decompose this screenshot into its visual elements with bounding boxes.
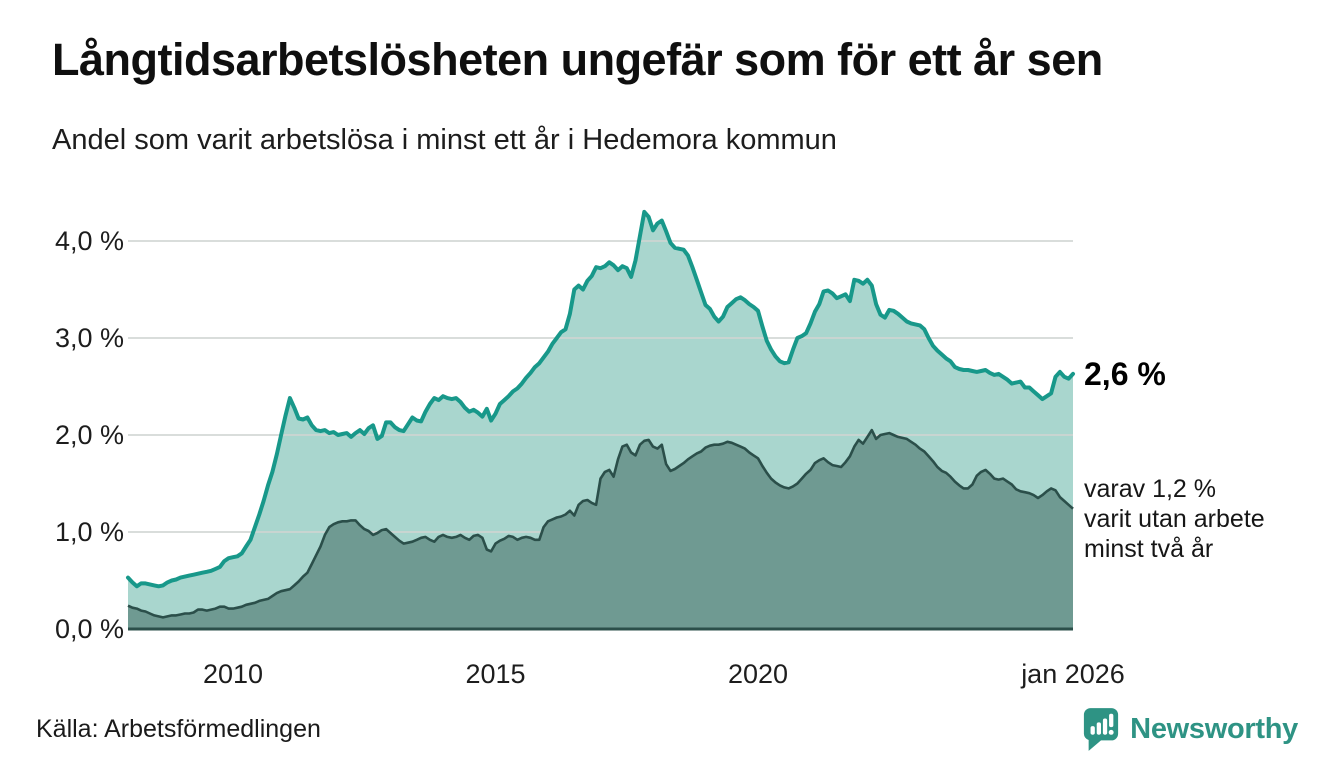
source-caption: Källa: Arbetsförmedlingen <box>36 715 321 743</box>
page-title: Långtidsarbetslösheten ungefär som för e… <box>52 34 1103 85</box>
x-axis-tick-label: 2015 <box>465 659 526 689</box>
x-axis-tick-label: 2020 <box>727 659 789 689</box>
x-axis-tick-label: jan 2026 <box>1021 659 1125 689</box>
total-line <box>126 209 1075 589</box>
speech-bubble-bar-chart-icon <box>1084 708 1119 751</box>
y-axis-tick-label: 0,0 % <box>54 614 124 644</box>
y-axis-tick-label: 1,0 % <box>54 517 124 547</box>
two-year-line <box>127 428 1074 619</box>
y-axis-tick-label: 3,0 % <box>54 323 124 353</box>
annotation-line: varit utan arbete <box>1084 505 1265 533</box>
x-axis-tick-label: 2010 <box>202 659 264 689</box>
annotation-line: minst två år <box>1084 535 1214 563</box>
latest-two-year-annotation: varav 1,2 % varit utan arbete minst två … <box>1084 474 1265 564</box>
latest-total-annotation: 2,6 % <box>1084 356 1166 392</box>
two-year-area-fill <box>128 430 1073 629</box>
newsworthy-logo: Newsworthy <box>1082 706 1298 752</box>
annotation-line: varav 1,2 % <box>1084 475 1217 503</box>
newsworthy-wordmark: Newsworthy <box>1130 712 1298 745</box>
page-subtitle: Andel som varit arbetslösa i minst ett å… <box>52 124 837 156</box>
y-axis-tick-label: 2,0 % <box>54 420 124 450</box>
y-axis-tick-label: 4,0 % <box>54 226 124 256</box>
